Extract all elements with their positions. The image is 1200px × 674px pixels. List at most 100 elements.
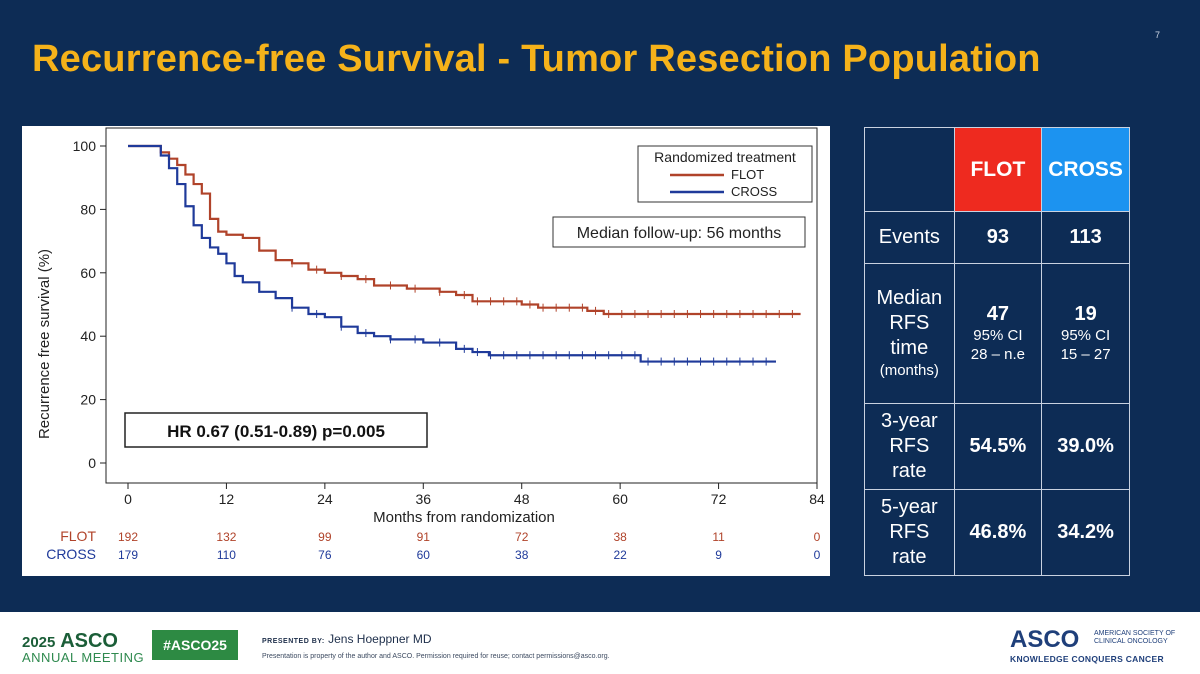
five-year-label: 5-year RFS rate	[864, 489, 955, 576]
median-label-line1: Median	[876, 287, 943, 309]
at-risk-count-flot: 0	[814, 530, 821, 544]
y-tick-label: 0	[88, 455, 96, 471]
x-tick-label: 0	[124, 491, 132, 507]
table-row-events: Events 93 113	[864, 211, 1130, 264]
median-label-line3: time	[890, 337, 929, 359]
at-risk-count-cross: 60	[417, 548, 431, 562]
median-followup-annotation: Median follow-up: 56 months	[552, 216, 806, 248]
km-curve-cross	[128, 144, 776, 363]
legend-label-flot: FLOT	[731, 167, 764, 182]
at-risk-count-flot: 91	[417, 530, 431, 544]
y-tick-label: 20	[80, 392, 96, 408]
x-tick-label: 60	[612, 491, 628, 507]
x-tick-label: 72	[711, 491, 727, 507]
legend-label-cross: CROSS	[731, 184, 778, 199]
y-tick-label: 80	[80, 201, 96, 217]
at-risk-count-cross: 0	[814, 548, 821, 562]
presented-by-label: PRESENTED BY:	[262, 638, 325, 645]
meeting-year: 2025	[22, 634, 56, 651]
events-flot: 93	[953, 211, 1043, 264]
x-tick-label: 48	[514, 491, 530, 507]
presenter-name: Jens Hoeppner MD	[328, 632, 432, 646]
median-flot-ci: 28 – n.e	[970, 346, 1026, 363]
at-risk-count-flot: 72	[515, 530, 529, 544]
hazard-ratio-text: HR 0.67 (0.51-0.89) p=0.005	[167, 422, 385, 441]
society-line1: AMERICAN SOCIETY OF	[1094, 630, 1176, 637]
presented-by: PRESENTED BY: Jens Hoeppner MD	[262, 632, 432, 646]
x-tick-label: 36	[415, 491, 431, 507]
median-cross: 19 95% CI 15 – 27	[1041, 263, 1130, 404]
y-tick-label: 100	[73, 138, 97, 154]
slide: Recurrence-free Survival - Tumor Resecti…	[22, 30, 1161, 576]
median-label-unit: (months)	[879, 362, 939, 379]
table-header-flot: FLOT	[953, 127, 1043, 212]
table-header-cross: CROSS	[1041, 127, 1130, 212]
disclaimer-text: Presentation is property of the author a…	[262, 653, 610, 660]
three-year-label-line3: rate	[892, 460, 927, 482]
y-tick-label: 60	[80, 265, 96, 281]
median-flot-ci-label: 95% CI	[973, 327, 1023, 344]
median-followup-text: Median follow-up: 56 months	[577, 225, 782, 242]
x-tick-label: 84	[809, 491, 825, 507]
at-risk-count-flot: 132	[216, 530, 236, 544]
at-risk-count-cross: 110	[217, 548, 236, 562]
three-year-label-line1: 3-year	[880, 410, 938, 432]
at-risk-count-cross: 9	[715, 548, 722, 562]
five-year-flot: 46.8%	[953, 489, 1043, 576]
at-risk-count-cross: 76	[318, 548, 332, 562]
x-tick-label: 24	[317, 491, 333, 507]
hashtag-badge: #ASCO25	[152, 630, 238, 660]
km-chart-panel: 0 20 40 60 80 100 0 12 24 36 48 60 72 84 Recurrence f…	[22, 126, 830, 576]
chart-curves	[128, 144, 801, 366]
table-row-5year: 5-year RFS rate 46.8% 34.2%	[864, 489, 1130, 576]
plot-frame	[105, 127, 818, 484]
three-year-label-line2: RFS	[889, 435, 930, 457]
five-year-label-line3: rate	[892, 546, 927, 568]
at-risk-count-cross: 179	[118, 548, 138, 562]
median-cross-ci-label: 95% CI	[1060, 327, 1111, 344]
chart-axes: 0 20 40 60 80 100 0 12 24 36 48 60 72 84	[73, 127, 825, 507]
three-year-label: 3-year RFS rate	[864, 403, 955, 490]
legend-title: Randomized treatment	[654, 149, 796, 165]
median-cross-value: 19	[1074, 303, 1097, 325]
rfs-summary-table: FLOT CROSS Events 93 113 Median RFS time…	[864, 127, 1130, 576]
meeting-asco: ASCO	[60, 630, 118, 652]
table-header-empty	[864, 127, 955, 212]
meeting-logo: 2025 ASCO	[22, 630, 118, 653]
events-label: Events	[864, 211, 955, 264]
asco-tagline: KNOWLEDGE CONQUERS CANCER	[1010, 654, 1164, 664]
at-risk-count-flot: 11	[712, 530, 725, 544]
at-risk-count-flot: 192	[118, 530, 138, 544]
km-curve-flot	[128, 144, 801, 316]
slide-number: 7	[1155, 30, 1161, 40]
slide-title: Recurrence-free Survival - Tumor Resecti…	[32, 38, 1041, 80]
asco-society-name: AMERICAN SOCIETY OF CLINICAL ONCOLOGY	[1094, 630, 1184, 646]
y-tick-label: 40	[80, 328, 96, 344]
table-row-3year: 3-year RFS rate 54.5% 39.0%	[864, 403, 1130, 490]
at-risk-count-flot: 38	[613, 530, 627, 544]
median-label: Median RFS time (months)	[864, 263, 955, 404]
meeting-name: ANNUAL MEETING	[22, 650, 145, 665]
median-label-line2: RFS	[889, 312, 930, 334]
table-row-median: Median RFS time (months) 47 95% CI 28 – …	[864, 263, 1130, 404]
events-cross: 113	[1041, 211, 1130, 264]
at-risk-label-flot: FLOT	[60, 528, 96, 544]
five-year-cross: 34.2%	[1041, 489, 1130, 576]
at-risk-count-flot: 99	[318, 530, 332, 544]
at-risk-label-cross: CROSS	[46, 546, 96, 562]
median-cross-ci: 15 – 27	[1060, 346, 1111, 363]
median-flot: 47 95% CI 28 – n.e	[953, 263, 1043, 404]
km-chart: 0 20 40 60 80 100 0 12 24 36 48 60 72 84 Recurrence f…	[36, 127, 825, 562]
five-year-label-line2: RFS	[889, 521, 930, 543]
three-year-cross: 39.0%	[1041, 403, 1130, 490]
society-line2: CLINICAL ONCOLOGY	[1094, 638, 1168, 645]
hazard-ratio-annotation: HR 0.67 (0.51-0.89) p=0.005	[124, 412, 428, 448]
at-risk-count-cross: 22	[613, 548, 627, 562]
asco-logo: ASCO	[1010, 626, 1080, 653]
footer-bar: 2025 ASCO ANNUAL MEETING #ASCO25 PRESENT…	[0, 612, 1200, 674]
five-year-label-line1: 5-year	[880, 496, 938, 518]
x-tick-label: 12	[219, 491, 235, 507]
x-axis-label: Months from randomization	[373, 509, 555, 526]
table-header-row: FLOT CROSS	[864, 127, 1130, 212]
